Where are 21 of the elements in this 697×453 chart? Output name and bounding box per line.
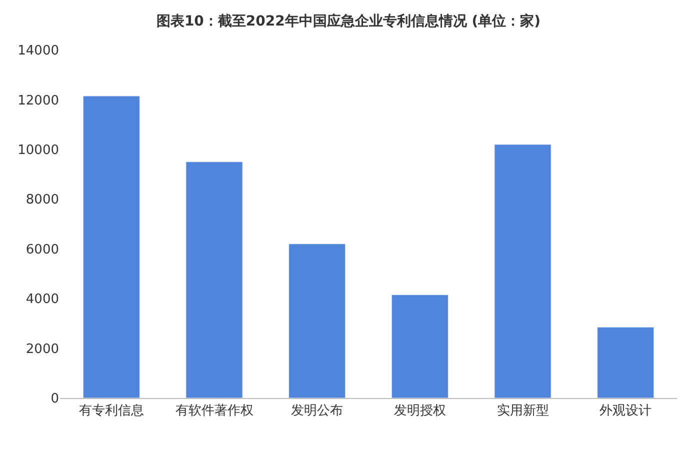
y-tick-label: 6000 bbox=[26, 242, 59, 258]
bar bbox=[597, 326, 654, 398]
x-tick-label: 实用新型 bbox=[496, 404, 549, 419]
bar bbox=[391, 294, 448, 398]
bar bbox=[82, 96, 140, 398]
chart-title: 图表10：截至2022年中国应急企业专利信息情况 (单位：家) bbox=[156, 12, 541, 30]
x-tick-label: 发明授权 bbox=[394, 404, 446, 419]
y-tick-label: 12000 bbox=[18, 93, 59, 108]
bar bbox=[186, 162, 243, 398]
x-tick-label: 有软件著作权 bbox=[175, 404, 254, 419]
bar bbox=[494, 144, 552, 398]
x-tick-label: 发明公布 bbox=[291, 404, 344, 419]
y-tick-label: 10000 bbox=[18, 142, 59, 158]
x-tick-label: 有专利信息 bbox=[78, 404, 144, 419]
y-tick-label: 4000 bbox=[26, 292, 59, 308]
x-tick-label: 外观设计 bbox=[600, 404, 652, 419]
y-tick-label: 8000 bbox=[26, 192, 59, 208]
bar bbox=[288, 244, 346, 398]
y-tick-label: 2000 bbox=[26, 342, 59, 357]
y-tick-label: 14000 bbox=[18, 44, 59, 59]
y-tick-label: 0 bbox=[50, 392, 59, 407]
